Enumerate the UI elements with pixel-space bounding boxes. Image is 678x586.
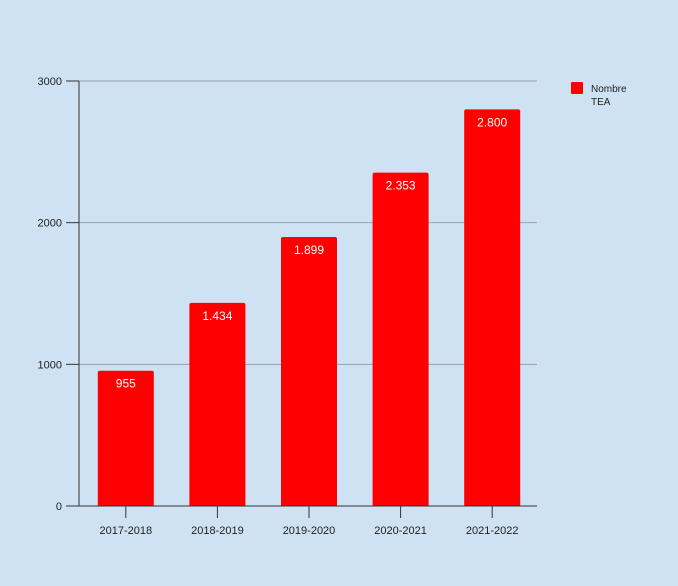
y-tick-label: 1000	[38, 359, 62, 371]
legend-swatch	[571, 82, 583, 94]
x-tick-label: 2020-2021	[374, 525, 427, 537]
y-tick-label: 3000	[38, 76, 62, 88]
bars: 955 1.434 1.899 2.353 2.800	[97, 109, 521, 507]
x-tick-label: 2018-2019	[191, 525, 244, 537]
legend-label-line-2: TEA	[591, 97, 611, 108]
legend-label-line-1: Nombre	[591, 84, 627, 95]
x-tick-label: 2021-2022	[466, 525, 519, 537]
legend: Nombre TEA	[571, 82, 629, 108]
x-axis: 2017-2018 2018-2019 2019-2020 2020-2021 2021…	[79, 505, 537, 537]
y-tick-label: 0	[56, 501, 62, 513]
y-axis: 0 1000 2000 3000	[38, 76, 80, 513]
bar-value-label: 1.899	[294, 243, 324, 257]
y-tick-label: 2000	[38, 218, 62, 230]
x-tick-label: 2017-2018	[99, 525, 152, 537]
bar-value-label: 955	[116, 377, 136, 391]
bar	[189, 302, 246, 506]
bar	[281, 236, 337, 506]
x-tick-label: 2019-2020	[283, 525, 336, 537]
bar	[372, 172, 429, 507]
bar	[97, 370, 154, 506]
bar-value-label: 2.800	[477, 115, 507, 129]
bar-value-label: 1.434	[202, 309, 232, 323]
bar-value-label: 2.353	[386, 179, 416, 193]
bar	[464, 109, 521, 506]
legend-label: Nombre TEA	[591, 84, 629, 108]
